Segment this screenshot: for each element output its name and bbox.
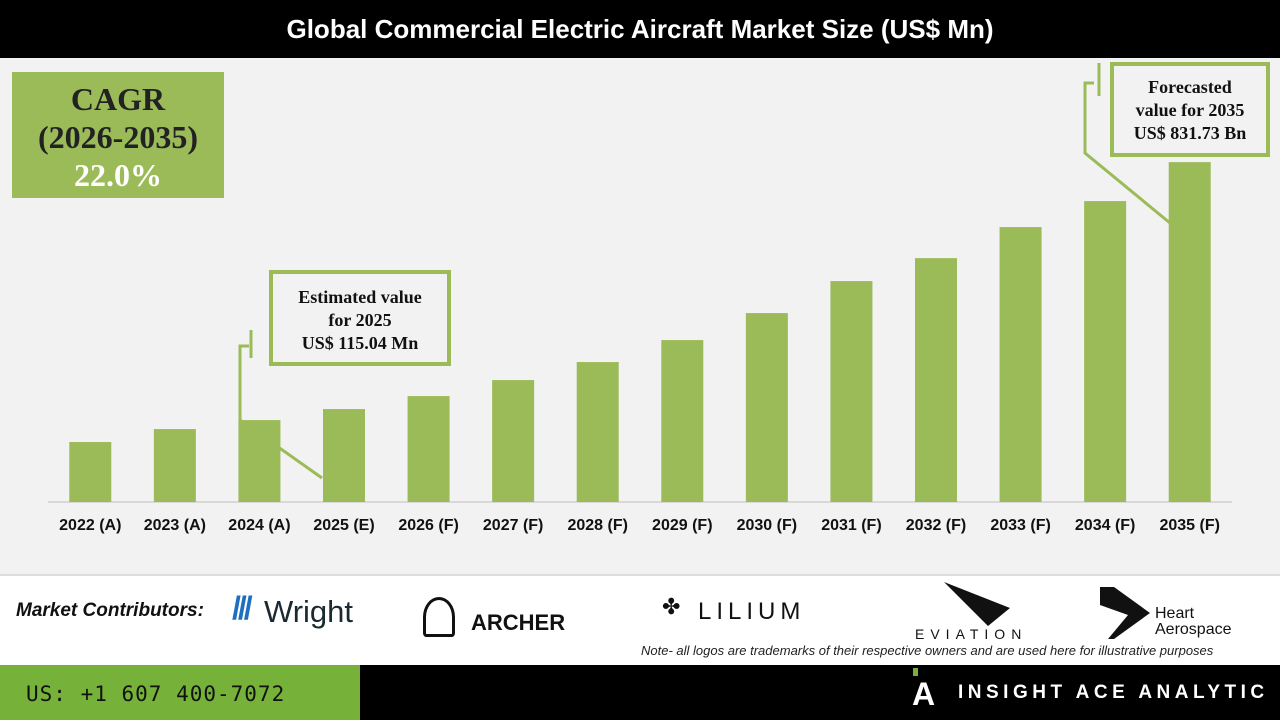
- heart-aerospace-icon: [1100, 587, 1150, 639]
- connector-2035: [1083, 81, 1171, 225]
- footer-bar: [360, 665, 1280, 720]
- x-tick-label: 2025 (E): [313, 517, 374, 534]
- trademark-note: Note- all logos are trademarks of their …: [641, 643, 1214, 658]
- lilium-icon: ✤: [662, 594, 681, 619]
- x-tick-label: 2034 (F): [1075, 517, 1135, 534]
- contributors-label: Market Contributors:: [16, 600, 204, 621]
- eviation-logo: EVIATION: [915, 626, 1028, 642]
- bar-6: [576, 362, 619, 502]
- bar-9: [830, 281, 873, 502]
- callout-line: Forecasted: [1148, 77, 1232, 97]
- cagr-label: CAGR: [70, 81, 166, 117]
- cagr-period: (2026-2035): [38, 119, 198, 155]
- x-tick-label: 2022 (A): [59, 517, 121, 534]
- x-tick-label: 2032 (F): [906, 517, 966, 534]
- insight-ace-icon: A: [912, 676, 936, 712]
- eviation-icon: [944, 582, 1010, 626]
- wright-logo: Wright: [264, 594, 354, 629]
- x-tick-label: 2024 (A): [228, 517, 290, 534]
- lilium-logo: LILIUM: [698, 598, 806, 625]
- x-tick-label: 2029 (F): [652, 517, 712, 534]
- bar-3: [323, 409, 365, 502]
- bar-4: [407, 396, 450, 502]
- bar-chart: 2022 (A) 2023 (A) 2024 (A) 2025 (E) 2026 (F)…: [48, 63, 1232, 534]
- archer-icon: [423, 597, 455, 637]
- plot-area: 2022 (A) 2023 (A) 2024 (A) 2025 (E) 2026 (F)…: [0, 58, 1280, 576]
- callout-value: US$ 831.73 Bn: [1133, 123, 1247, 143]
- heart-aerospace-logo: Heart Aerospace: [1155, 606, 1232, 638]
- cagr-box: CAGR (2026-2035) 22.0%: [12, 72, 224, 198]
- bar-10: [915, 258, 957, 502]
- phone-number[interactable]: US: +1 607 400-7072: [0, 665, 360, 720]
- brand-name: INSIGHT ACE ANALYTIC: [958, 682, 1269, 703]
- callout-connectors: [238, 63, 1171, 480]
- x-tick-label: 2033 (F): [990, 517, 1050, 534]
- callout-line: Estimated value: [298, 287, 422, 307]
- callout-2025: Estimated value for 2025 US$ 115.04 Mn: [269, 270, 451, 366]
- bar-11: [999, 227, 1042, 503]
- bar-1: [153, 429, 196, 502]
- callout-line: for 2025: [328, 310, 392, 330]
- cagr-value: 22.0%: [74, 157, 162, 193]
- bar-0: [69, 442, 112, 502]
- chart-title: Global Commercial Electric Aircraft Mark…: [0, 0, 1280, 58]
- x-tick-label: 2030 (F): [737, 517, 797, 534]
- bar-12: [1084, 201, 1127, 502]
- logo-text: Heart: [1155, 605, 1195, 622]
- x-tick-label: 2026 (F): [398, 517, 458, 534]
- bar-5: [492, 380, 535, 502]
- bar-13: [1168, 162, 1211, 502]
- bar-7: [661, 340, 704, 502]
- x-tick-label: 2027 (F): [483, 517, 543, 534]
- logo-text: Aerospace: [1155, 621, 1232, 638]
- connector-2025: [238, 344, 323, 480]
- brand-accent: [913, 668, 918, 676]
- x-tick-label: 2031 (F): [821, 517, 881, 534]
- callout-2035: Forecasted value for 2035 US$ 831.73 Bn: [1110, 62, 1270, 157]
- bar-8: [745, 313, 788, 502]
- callout-line: value for 2035: [1135, 100, 1245, 120]
- archer-logo: ARCHER: [471, 610, 566, 635]
- wright-icon: ///: [232, 590, 253, 626]
- x-tick-label: 2023 (A): [144, 517, 206, 534]
- callout-value: US$ 115.04 Mn: [301, 333, 419, 353]
- x-tick-label: 2035 (F): [1159, 517, 1219, 534]
- x-tick-label: 2028 (F): [567, 517, 627, 534]
